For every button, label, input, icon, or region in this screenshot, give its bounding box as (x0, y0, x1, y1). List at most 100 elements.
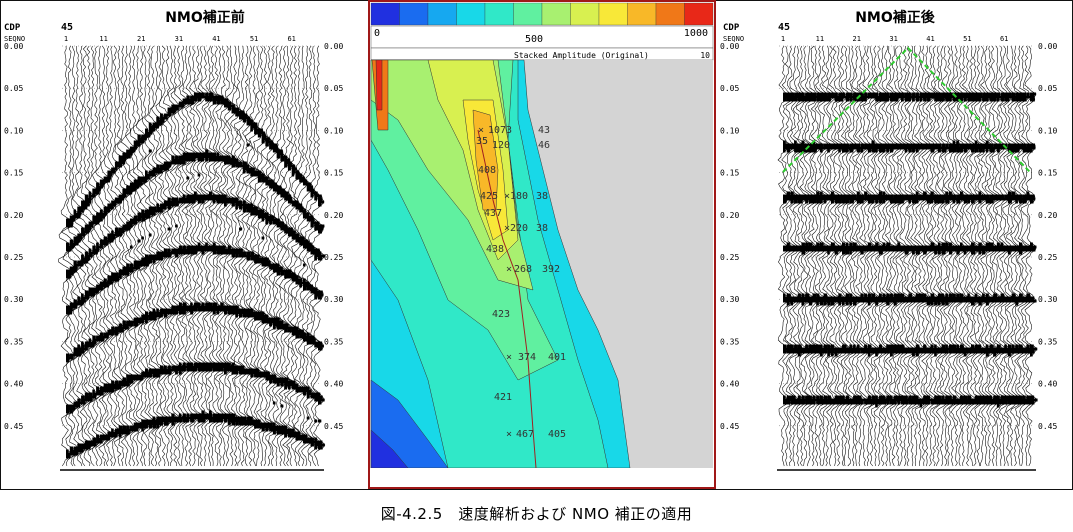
time-label-left: 0.30 (720, 295, 739, 304)
trace-fill (182, 362, 186, 366)
trace-fill (1018, 200, 1023, 204)
trace-fill (231, 365, 237, 369)
trace-fill (314, 443, 320, 447)
trace-fill (853, 92, 859, 96)
trace-fill (952, 248, 957, 252)
trace-fill (974, 149, 979, 153)
trace-tick-label: 41 (926, 35, 934, 43)
trace-fill (816, 296, 821, 300)
trace-fill (299, 179, 304, 183)
trace-fill (223, 305, 230, 309)
velocity-pick-label: 437 (484, 208, 502, 219)
trace-fill (1011, 293, 1016, 297)
trace-fill (897, 401, 901, 405)
trace-fill (967, 200, 971, 204)
trace-fill (118, 275, 122, 279)
trace-fill (182, 248, 190, 252)
trace-fill (915, 245, 921, 249)
trace-fill (276, 317, 280, 321)
trace-fill (801, 245, 808, 249)
trace-fill (1015, 344, 1019, 348)
trace-fill (805, 398, 811, 402)
velocity-pick-label: 35 (476, 136, 488, 147)
trace-fill (819, 398, 825, 402)
trace-fill (272, 146, 279, 150)
trace-fill (171, 158, 178, 162)
trace-fill (133, 182, 140, 186)
trace-fill (996, 395, 1000, 399)
trace-fill (794, 98, 798, 102)
trace-fill (141, 215, 148, 219)
trace-fill (812, 98, 817, 102)
trace-fill (220, 194, 225, 198)
trace-fill (915, 146, 921, 150)
trace-fill (201, 308, 207, 312)
trace-fill (318, 398, 325, 402)
trace-fill (269, 221, 273, 225)
trace-fill (830, 92, 835, 96)
trace-fill (956, 401, 962, 405)
trace-fill (827, 353, 830, 357)
right-cdp-label: CDP (723, 23, 740, 33)
trace-fill (871, 296, 879, 300)
trace-fill (783, 143, 789, 147)
trace-fill (152, 425, 157, 429)
trace-fill (133, 218, 141, 222)
trace-fill (919, 245, 925, 249)
trace-fill (92, 335, 96, 339)
trace-fill (893, 350, 900, 354)
trace-fill (830, 398, 836, 402)
trace-fill (265, 422, 272, 426)
trace-fill (111, 326, 115, 330)
trace-fill (152, 125, 159, 129)
trace-fill (867, 92, 873, 96)
trace-fill (178, 308, 185, 312)
trace-fill (257, 170, 262, 174)
trace-fill (827, 395, 831, 399)
trace-fill (952, 146, 958, 150)
trace-fill (805, 350, 812, 354)
trace-fill (246, 368, 254, 372)
trace-fill (227, 362, 231, 366)
trace-fill (889, 293, 894, 297)
trace-fill (137, 218, 142, 222)
trace-fill (893, 245, 900, 249)
trace-fill (103, 389, 110, 393)
trace-fill (88, 227, 92, 231)
seismic-trace (260, 45, 274, 467)
trace-fill (1018, 95, 1025, 99)
trace-fill (99, 179, 106, 183)
colorbar (370, 2, 714, 61)
trace-fill (265, 257, 269, 261)
trace-fill (318, 203, 322, 207)
trace-fill (1007, 191, 1012, 195)
trace-fill (242, 368, 248, 372)
trace-fill (996, 344, 1001, 348)
trace-fill (144, 311, 149, 315)
trace-fill (934, 353, 937, 357)
trace-fill (216, 101, 221, 105)
trace-fill (1018, 92, 1024, 96)
trace-fill (152, 170, 159, 174)
trace-fill (254, 422, 261, 426)
trace-fill (786, 95, 792, 99)
trace-fill (937, 401, 943, 405)
trace-fill (261, 140, 265, 144)
trace-fill (805, 98, 810, 102)
trace-fill (318, 200, 325, 204)
trace-fill (908, 347, 915, 351)
trace-fill (107, 278, 115, 282)
trace-fill (239, 416, 245, 420)
trace-fill (220, 248, 228, 252)
trace-fill (945, 302, 949, 306)
trace-fill (841, 398, 849, 402)
trace-fill (904, 299, 911, 303)
trace-fill (242, 209, 247, 213)
trace-fill (205, 242, 208, 246)
trace-fill (956, 299, 964, 303)
trace-fill (856, 197, 862, 201)
trace-fill (257, 425, 263, 429)
trace-fill (816, 398, 823, 402)
trace-fill (967, 296, 972, 300)
trace-fill (182, 368, 186, 372)
